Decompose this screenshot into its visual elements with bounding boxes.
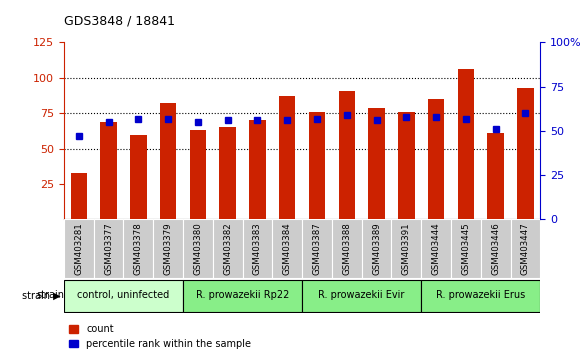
FancyBboxPatch shape <box>213 219 243 278</box>
Text: GSM403391: GSM403391 <box>402 222 411 275</box>
FancyBboxPatch shape <box>511 219 540 278</box>
Text: GSM403447: GSM403447 <box>521 222 530 275</box>
Bar <box>249 120 266 219</box>
Bar <box>428 99 444 219</box>
Text: R. prowazekii Rp22: R. prowazekii Rp22 <box>196 290 289 300</box>
Bar <box>220 127 236 219</box>
Bar <box>339 91 355 219</box>
FancyBboxPatch shape <box>421 219 451 278</box>
FancyBboxPatch shape <box>302 219 332 278</box>
Text: GSM403445: GSM403445 <box>461 222 471 275</box>
Bar <box>190 130 206 219</box>
FancyBboxPatch shape <box>64 280 183 312</box>
FancyBboxPatch shape <box>451 219 481 278</box>
FancyBboxPatch shape <box>243 219 272 278</box>
Bar <box>368 108 385 219</box>
FancyBboxPatch shape <box>94 219 124 278</box>
Bar <box>130 135 146 219</box>
Bar <box>101 122 117 219</box>
Text: GSM403446: GSM403446 <box>491 222 500 275</box>
Text: GSM403382: GSM403382 <box>223 222 232 275</box>
FancyBboxPatch shape <box>64 219 94 278</box>
Text: R. prowazekii Evir: R. prowazekii Evir <box>318 290 405 300</box>
Text: GSM403444: GSM403444 <box>432 222 440 275</box>
FancyBboxPatch shape <box>272 219 302 278</box>
Text: strain: strain <box>37 290 64 300</box>
Text: R. prowazekii Erus: R. prowazekii Erus <box>436 290 525 300</box>
Text: control, uninfected: control, uninfected <box>77 290 170 300</box>
Text: GSM403384: GSM403384 <box>283 222 292 275</box>
Bar <box>487 133 504 219</box>
Text: GSM403388: GSM403388 <box>342 222 352 275</box>
Text: GSM403380: GSM403380 <box>193 222 202 275</box>
Text: GSM403389: GSM403389 <box>372 222 381 275</box>
FancyBboxPatch shape <box>421 280 540 312</box>
Bar <box>458 69 474 219</box>
Bar <box>160 103 176 219</box>
Bar <box>517 88 533 219</box>
FancyBboxPatch shape <box>332 219 361 278</box>
FancyBboxPatch shape <box>361 219 392 278</box>
Bar <box>279 96 295 219</box>
FancyBboxPatch shape <box>124 219 153 278</box>
Text: GSM403377: GSM403377 <box>104 222 113 275</box>
Text: GSM403378: GSM403378 <box>134 222 143 275</box>
FancyBboxPatch shape <box>481 219 511 278</box>
Text: GSM403281: GSM403281 <box>74 222 83 275</box>
Text: GSM403387: GSM403387 <box>313 222 321 275</box>
FancyBboxPatch shape <box>153 219 183 278</box>
FancyBboxPatch shape <box>183 219 213 278</box>
Bar <box>309 112 325 219</box>
FancyBboxPatch shape <box>302 280 421 312</box>
Bar <box>71 173 87 219</box>
Text: GSM403379: GSM403379 <box>164 222 173 275</box>
FancyBboxPatch shape <box>183 280 302 312</box>
Legend: count, percentile rank within the sample: count, percentile rank within the sample <box>69 324 251 349</box>
FancyBboxPatch shape <box>392 219 421 278</box>
Bar <box>398 112 414 219</box>
Text: GDS3848 / 18841: GDS3848 / 18841 <box>64 14 175 27</box>
Text: GSM403383: GSM403383 <box>253 222 262 275</box>
Text: strain ▶: strain ▶ <box>23 291 61 301</box>
